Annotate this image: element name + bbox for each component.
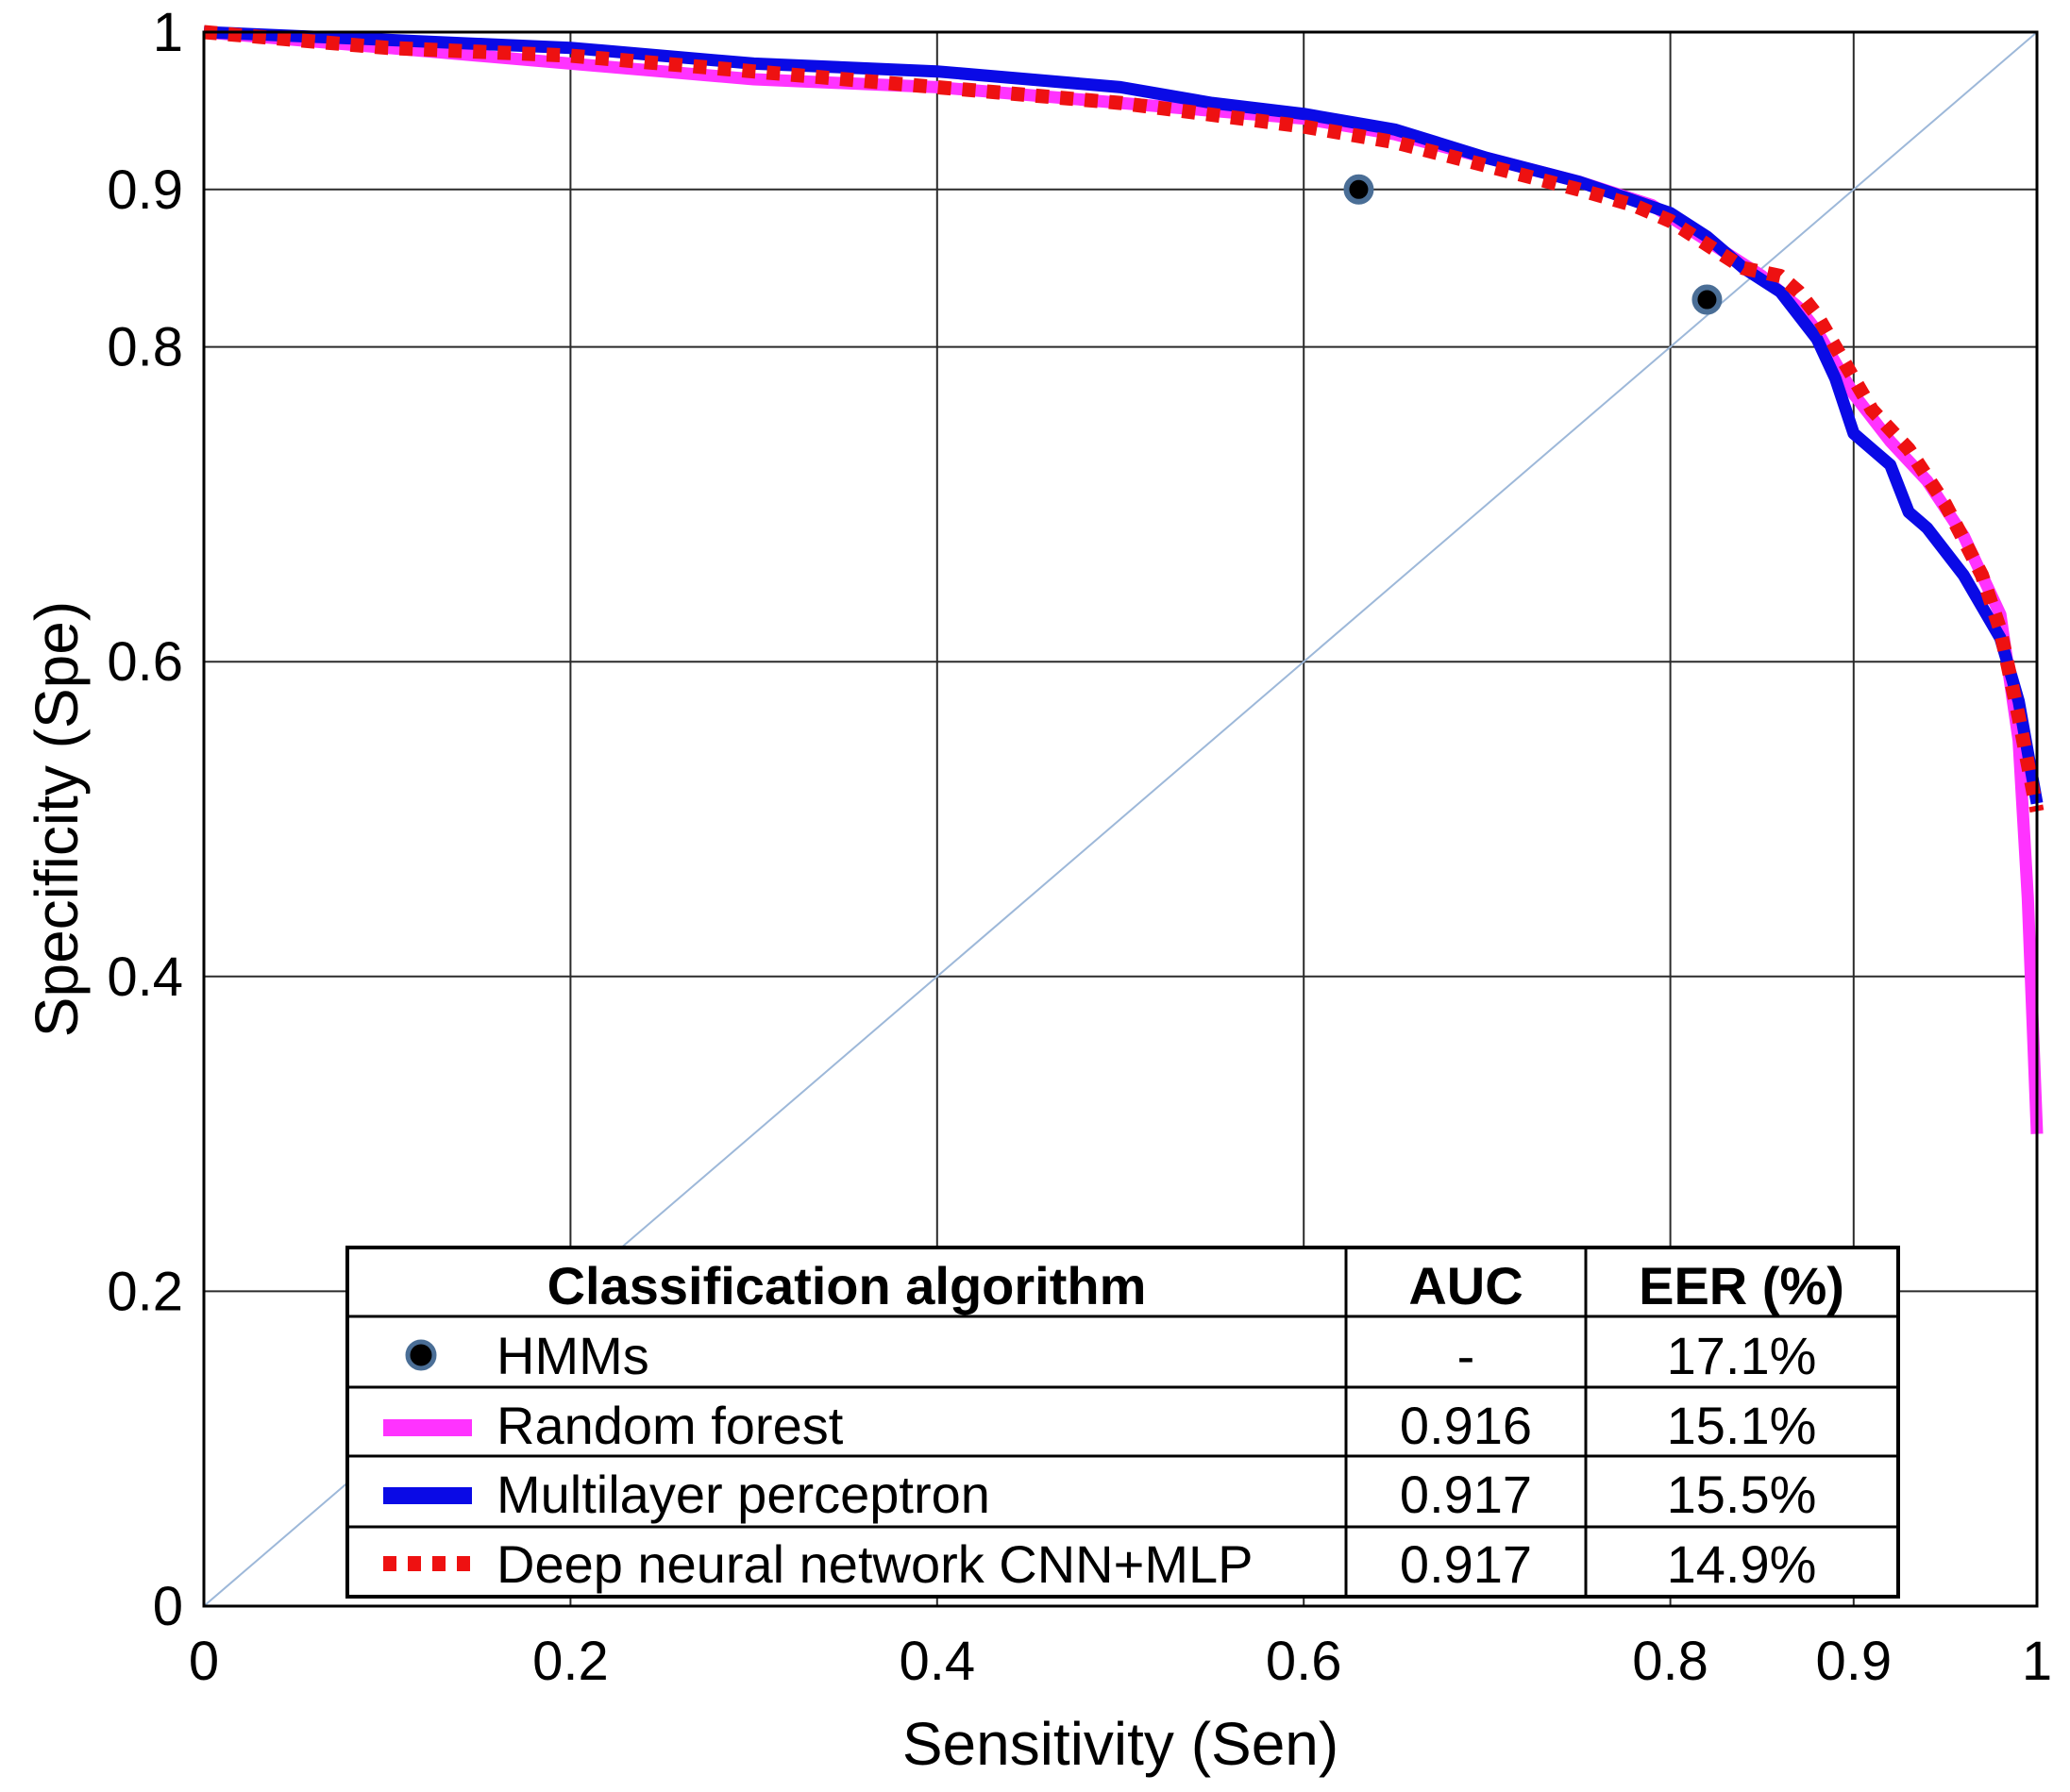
- plot-frame: [202, 30, 2039, 1608]
- y-axis-ticks: 0 0.2 0.4 0.6 0.8 0.9 1: [107, 2, 183, 1637]
- x-tick-label: 0.2: [532, 1631, 609, 1692]
- legend-header-algorithm: Classification algorithm: [547, 1256, 1147, 1315]
- legend-table: Classification algorithm AUC EER (%) HMM…: [345, 1246, 1900, 1599]
- y-tick-label: 0: [153, 1576, 183, 1637]
- series-lines: [203, 25, 2045, 1134]
- legend-row-auc: 0.916: [1400, 1396, 1532, 1455]
- legend-header-eer: EER (%): [1639, 1256, 1844, 1315]
- legend-row-name: Multilayer perceptron: [496, 1465, 990, 1524]
- x-tick-label: 0: [189, 1631, 219, 1692]
- hmm-points: [1343, 174, 1723, 315]
- legend-row-auc: 0.917: [1400, 1534, 1532, 1594]
- y-tick-label: 0.8: [107, 317, 183, 378]
- legend-background: [345, 1246, 1900, 1599]
- x-tick-label: 0.9: [1815, 1631, 1892, 1692]
- x-tick-label: 0.4: [899, 1631, 975, 1692]
- y-tick-label: 0.4: [107, 946, 183, 1008]
- x-axis-label: Sensitivity (Sen): [902, 1710, 1338, 1778]
- y-tick-label: 1: [153, 2, 183, 63]
- series-line-deep-neural-network-cnn-mlp: [203, 25, 2045, 813]
- y-tick-label: 0.9: [107, 159, 183, 221]
- legend-row-name: HMMs: [496, 1326, 649, 1385]
- hmm-point: [1691, 284, 1723, 315]
- x-tick-label: 1: [2022, 1631, 2052, 1692]
- legend-row-name: Deep neural network CNN+MLP: [496, 1534, 1253, 1594]
- legend-row-eer: 17.1%: [1667, 1326, 1817, 1385]
- legend-row-eer: 15.1%: [1667, 1396, 1817, 1455]
- legend-header-auc: AUC: [1408, 1256, 1523, 1315]
- legend-row-name: Random forest: [496, 1396, 844, 1455]
- x-tick-label: 0.8: [1632, 1631, 1708, 1692]
- legend-row-auc: -: [1457, 1326, 1475, 1385]
- x-tick-label: 0.6: [1266, 1631, 1342, 1692]
- legend-row-eer: 14.9%: [1667, 1534, 1817, 1594]
- y-tick-label: 0.2: [107, 1261, 183, 1322]
- y-axis-label: Specificity (Spe): [23, 601, 91, 1037]
- legend-marker-hmm-dot: [405, 1339, 437, 1371]
- y-tick-label: 0.6: [107, 631, 183, 693]
- hmm-point: [1343, 174, 1374, 205]
- legend-row-eer: 15.5%: [1667, 1465, 1817, 1524]
- x-axis-ticks: 0 0.2 0.4 0.6 0.8 0.9 1: [189, 1631, 2052, 1692]
- legend-row-auc: 0.917: [1400, 1465, 1532, 1524]
